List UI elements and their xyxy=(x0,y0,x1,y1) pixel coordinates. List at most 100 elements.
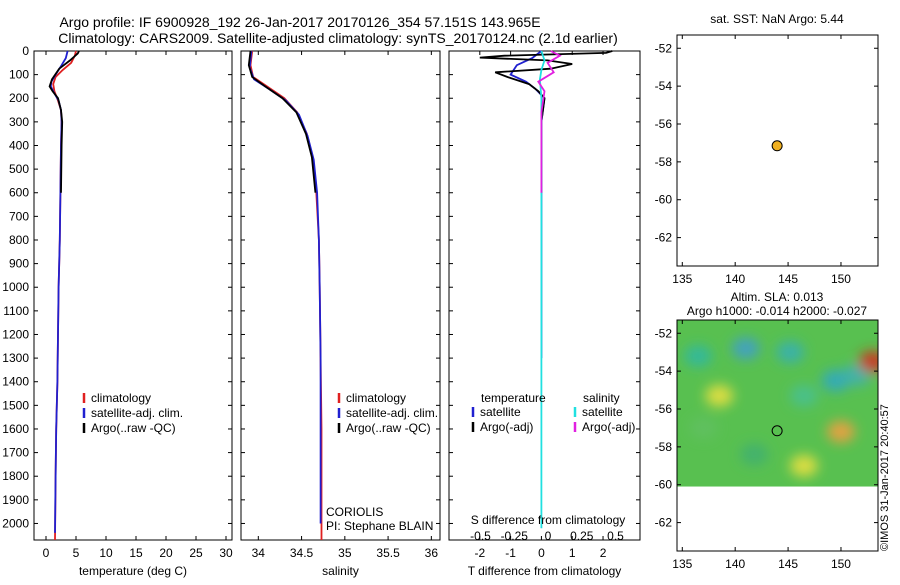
sla-anomaly xyxy=(776,341,805,364)
x-tick-label: 145 xyxy=(778,272,798,286)
map-frame xyxy=(676,319,879,552)
x-tick-label: 35 xyxy=(338,546,352,560)
plot-frame xyxy=(448,50,641,541)
y-tick-label: -62 xyxy=(655,231,673,245)
sla-anomaly xyxy=(684,344,713,367)
argo-position-marker xyxy=(771,140,783,152)
s-tick-label: 0.5 xyxy=(607,529,624,543)
x-tick-label: 135 xyxy=(672,557,692,571)
y-tick-label: -52 xyxy=(655,326,673,340)
x-tick-label: 35.5 xyxy=(376,546,400,560)
series-line-s-argo-adj- xyxy=(537,50,562,193)
y-tick-label: 1300 xyxy=(2,351,29,365)
sla-anomaly xyxy=(821,369,850,392)
series-line-satellite-adj-clim- xyxy=(248,50,322,524)
difference-panel: -2 -1 0 1 2 T difference from climatology temp… xyxy=(448,50,641,578)
x-axis-label: T difference from climatology xyxy=(468,564,622,578)
series-line-argo-raw-qc- xyxy=(48,50,80,193)
sla-anomaly xyxy=(789,384,818,407)
y-tick-label: -58 xyxy=(655,155,673,169)
y-tick-label: 1600 xyxy=(2,422,29,436)
x-tick-label: 140 xyxy=(725,557,745,571)
y-tick-label: 1800 xyxy=(2,469,29,483)
y-tick-label: -60 xyxy=(655,193,673,207)
x-tick-label: 20 xyxy=(159,546,173,560)
map-frame xyxy=(676,34,879,267)
sla-map-subtitle: Argo h1000: -0.014 h2000: -0.027 xyxy=(687,304,867,318)
x-tick-label: 150 xyxy=(831,557,851,571)
y-tick-label: -60 xyxy=(655,478,673,492)
legend-label: satellite xyxy=(582,405,623,419)
legend-label: climatology xyxy=(91,391,151,405)
y-tick-label: 1500 xyxy=(2,398,29,412)
sla-anomaly xyxy=(705,384,734,407)
y-tick-label: -54 xyxy=(655,364,673,378)
y-tick-label: 1200 xyxy=(2,327,29,341)
argo-position-marker xyxy=(771,425,783,437)
temperature-panel: 0100200300400500600700800900100011001200… xyxy=(2,44,233,578)
sla-anomaly xyxy=(740,443,769,466)
s-tick-label: 0.25 xyxy=(570,529,594,543)
x-tick-label: 5 xyxy=(73,546,80,560)
y-tick-label: 400 xyxy=(9,138,29,152)
x-tick-label: 135 xyxy=(672,272,692,286)
legend-label: satellite xyxy=(480,405,521,419)
sla-map-title: Altim. SLA: 0.013 xyxy=(731,290,824,304)
x-axis-label: temperature (deg C) xyxy=(79,564,187,578)
y-tick-label: 900 xyxy=(9,257,29,271)
legend-label: satellite-adj. clim. xyxy=(91,406,183,420)
series-line-satellite-adj-clim- xyxy=(49,50,69,533)
copyright-stamp: ©IMOS 31-Jan-2017 20:40:57 xyxy=(879,404,891,551)
s-tick-label: -0.25 xyxy=(501,529,529,543)
sla-anomaly xyxy=(826,420,855,443)
sla-heatmap xyxy=(677,320,878,487)
heatmap-base xyxy=(677,320,878,487)
y-tick-label: 200 xyxy=(9,91,29,105)
y-tick-label: 1000 xyxy=(2,280,29,294)
figure-title-line2: Climatology: CARS2009. Satellite-adjuste… xyxy=(58,30,618,46)
figure-title-line1: Argo profile: IF 6900928_192 26-Jan-2017… xyxy=(59,14,540,30)
x-tick-label: 30 xyxy=(219,546,233,560)
pi-info: PI: Stephane BLAIN xyxy=(326,519,433,533)
y-tick-label: -52 xyxy=(655,41,673,55)
y-tick-label: 2000 xyxy=(2,516,29,530)
s-axis-label: S difference from climatology xyxy=(471,513,626,527)
sla-anomaly xyxy=(789,454,818,477)
y-tick-label: 1900 xyxy=(2,493,29,507)
sla-anomaly xyxy=(731,337,760,360)
series-line-t-argo-adj- xyxy=(479,50,613,193)
legend-label: Argo(..raw -QC) xyxy=(91,421,176,435)
series-line-t-satellite xyxy=(509,50,546,359)
x-tick-label: 25 xyxy=(189,546,203,560)
x-tick-label: 15 xyxy=(129,546,143,560)
legend-label: climatology xyxy=(346,391,406,405)
y-tick-label: -56 xyxy=(655,117,673,131)
y-tick-label: -62 xyxy=(655,516,673,530)
sla-anomaly xyxy=(689,416,718,439)
y-tick-label: -54 xyxy=(655,79,673,93)
x-tick-label: 1 xyxy=(569,546,576,560)
x-tick-label: 36 xyxy=(425,546,439,560)
legend-label: satellite-adj. clim. xyxy=(346,406,438,420)
x-tick-label: 34 xyxy=(252,546,266,560)
x-tick-label: 34.5 xyxy=(290,546,314,560)
x-tick-label: 150 xyxy=(831,272,851,286)
legend-header: salinity xyxy=(583,391,620,405)
legend-label: Argo(..raw -QC) xyxy=(346,421,431,435)
y-tick-label: 600 xyxy=(9,186,29,200)
x-tick-label: 2 xyxy=(600,546,607,560)
y-tick-label: 1400 xyxy=(2,375,29,389)
x-tick-label: 0 xyxy=(538,546,545,560)
sst-map-panel: sat. SST: NaN Argo: 5.44 135 140 145 150 -52 -… xyxy=(655,12,879,286)
legend-header: temperature xyxy=(481,391,546,405)
y-tick-label: 1700 xyxy=(2,446,29,460)
x-tick-label: 145 xyxy=(778,557,798,571)
legend-label: Argo(-adj) xyxy=(582,420,635,434)
plot-frame xyxy=(33,50,233,541)
y-tick-label: 300 xyxy=(9,115,29,129)
x-tick-label: -2 xyxy=(474,546,485,560)
series-line-argo-raw-qc- xyxy=(247,50,317,193)
legend-label: Argo(-adj) xyxy=(480,420,533,434)
